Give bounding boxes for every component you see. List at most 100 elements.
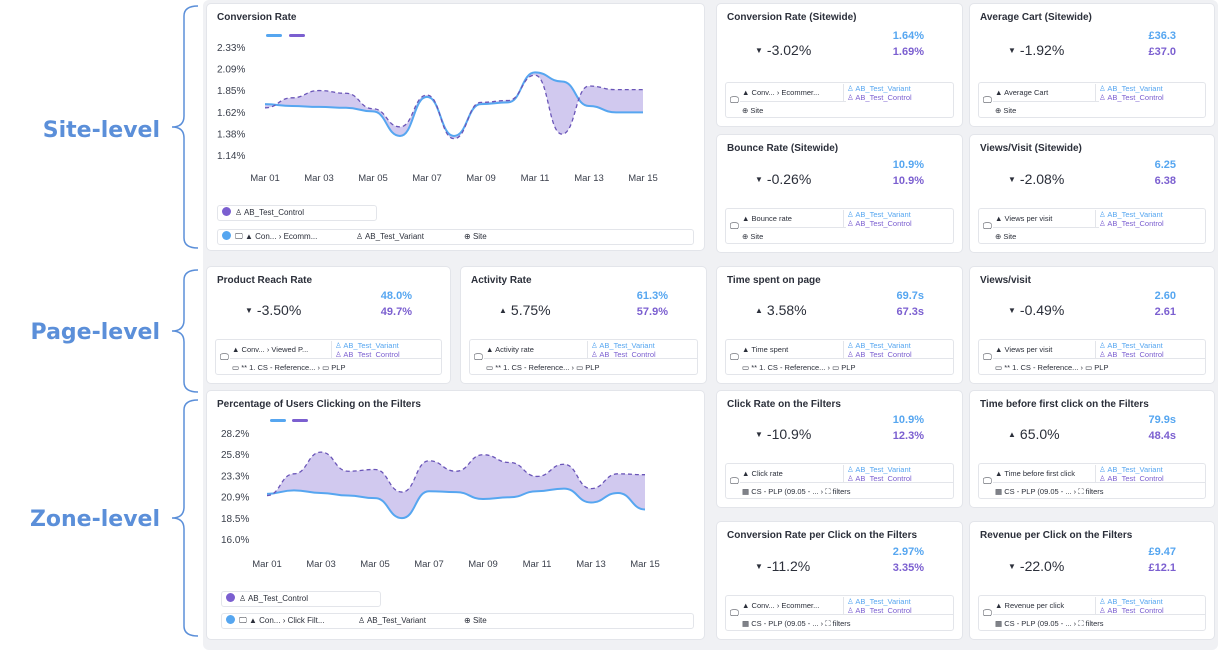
kpi-context[interactable]: 🖵 ▲ Time spent ♙ AB_Test_Variant ♙ AB_Tes…: [725, 339, 954, 375]
kpi-control-value: 57.9%: [636, 306, 668, 318]
y-tick-label: 1.85%: [217, 86, 245, 97]
kpi-context[interactable]: 🖵 ▲ Bounce rate ♙ AB_Test_Variant ♙ AB_Te…: [725, 208, 954, 244]
control-series-line: [264, 74, 643, 140]
trend-arrow-icon: ▼: [1008, 306, 1016, 315]
kpi-context[interactable]: 🖵 ▲ Views per visit ♙ AB_Test_Variant ♙ A…: [978, 208, 1206, 244]
x-tick-label: Mar 09: [468, 559, 498, 570]
context-filter-pill[interactable]: 🖵 ▲ Con... › Click Filt... ♙ AB_Test_Var…: [221, 613, 694, 629]
kpi-delta-value: -10.9%: [766, 426, 812, 442]
kpi-context[interactable]: 🖵 ▲ Revenue per click ♙ AB_Test_Variant ♙…: [978, 595, 1206, 631]
kpi-metric: Conv...: [751, 88, 775, 97]
user-icon: ♙: [847, 465, 854, 474]
dashboard: Conversion Rate 2.33% 2.09% 1.85% 1.62% 1.38…: [203, 0, 1218, 650]
control-filter-pill[interactable]: ♙ AB_Test_Control: [217, 205, 377, 221]
user-icon: ♙: [847, 606, 854, 615]
legend-variant-swatch[interactable]: [270, 419, 286, 422]
kpi-control-value: 6.38: [1154, 175, 1176, 187]
control-label: AB_Test_Control: [855, 606, 912, 615]
legend-control-swatch[interactable]: [292, 419, 308, 422]
ctx-metric: Con...: [255, 232, 277, 241]
ctx-variant-label: AB_Test_Variant: [364, 232, 424, 241]
kpi-delta: ▼ -3.02%: [755, 42, 811, 58]
kpi-context[interactable]: 🖵 ▲ Views per visit ♙ AB_Test_Variant ♙ A…: [978, 339, 1206, 375]
divider: [740, 358, 953, 359]
kpi-page: ** 1. CS - Reference...: [495, 363, 570, 372]
user-icon: ♙: [847, 474, 854, 483]
trend-arrow-icon: ▼: [755, 175, 763, 184]
kpi-card: Click Rate on the Filters ▼ -10.9% 10.9% …: [716, 390, 963, 508]
kpi-metric: Conv...: [241, 345, 265, 354]
monitor-icon: 🖵: [730, 221, 739, 231]
kpi-title: Conversion Rate (Sitewide): [727, 12, 857, 23]
kpi-delta-value: -0.26%: [766, 171, 812, 187]
kpi-goal: Ecommer...: [781, 601, 820, 610]
kpi-delta: ▼ -22.0%: [1008, 558, 1064, 574]
folder-icon: ▭: [232, 363, 240, 372]
kpi-variant-value: 10.9%: [892, 414, 924, 426]
kpi-variant-value: 6.25: [1154, 159, 1176, 171]
ctx-goal: Ecomm...: [283, 232, 318, 241]
kpi-context[interactable]: 🖵 ▲ Conv... › Viewed P... ♙ AB_Test_Vari…: [215, 339, 442, 375]
kpi-delta: ▼ -0.49%: [1008, 302, 1064, 318]
kpi-delta-value: -3.02%: [766, 42, 812, 58]
kpi-delta-value: -0.49%: [1019, 302, 1065, 318]
kpi-scope: ⊕ Site: [995, 232, 1016, 241]
kpi-page: CS - PLP (09.05 - ...: [751, 487, 819, 496]
metric-icon: ▲: [742, 469, 750, 478]
kpi-scope: ⊕ Site: [742, 232, 763, 241]
context-filter-pill[interactable]: 🖵 ▲ Con... › Ecomm... ♙ AB_Test_Variant …: [217, 229, 694, 245]
kpi-context[interactable]: 🖵 ▲ Click rate ♙ AB_Test_Variant ♙ AB_Tes…: [725, 463, 954, 499]
kpi-delta-value: -2.08%: [1019, 171, 1065, 187]
variant-label: AB_Test_Variant: [1107, 341, 1163, 350]
monitor-icon: 🖵: [474, 352, 483, 362]
page-level-bracket: [171, 269, 199, 393]
control-dot: [226, 593, 235, 602]
user-icon: ♙: [847, 219, 854, 228]
kpi-metric-path: ▲ Time spent: [742, 345, 788, 354]
kpi-context[interactable]: 🖵 ▲ Conv... › Ecommer... ♙ AB_Test_Varia…: [725, 82, 954, 118]
kpi-card: Activity Rate ▲ 5.75% 61.3% 57.9% 🖵 ▲ Act…: [460, 266, 707, 384]
kpi-variant-value: 2.97%: [892, 546, 924, 558]
metric-icon: ▲: [995, 601, 1003, 610]
kpi-metric: Views per visit: [1004, 345, 1053, 354]
trend-arrow-icon: ▼: [1008, 562, 1016, 571]
kpi-card: Time before first click on the Filters ▲…: [969, 390, 1215, 508]
user-icon: ♙: [1099, 606, 1106, 615]
user-icon: ♙: [847, 341, 854, 350]
chevron-right-icon: ›: [317, 363, 320, 372]
kpi-context[interactable]: 🖵 ▲ Conv... › Ecommer... ♙ AB_Test_Varia…: [725, 595, 954, 631]
kpi-variant-value: 69.7s: [896, 290, 924, 302]
kpi-context[interactable]: 🖵 ▲ Activity rate ♙ AB_Test_Variant ♙ AB_…: [469, 339, 698, 375]
kpi-metric: Conv...: [751, 601, 775, 610]
kpi-zone: filters: [1085, 487, 1104, 496]
kpi-variant-value: 79.9s: [1148, 414, 1176, 426]
divider: [484, 358, 697, 359]
kpi-title: Time spent on page: [727, 275, 821, 286]
ctx-variant: ♙ AB_Test_Variant: [358, 614, 426, 628]
control-filter-pill[interactable]: ♙ AB_Test_Control: [221, 591, 381, 607]
x-tick-label: Mar 01: [252, 559, 282, 570]
divider: [993, 358, 1205, 359]
kpi-scope-label: Site: [750, 106, 764, 115]
user-icon: ♙: [847, 84, 854, 93]
x-tick-label: Mar 03: [304, 173, 334, 184]
conversion-rate-chart-card: Conversion Rate 2.33% 2.09% 1.85% 1.62% 1.38…: [206, 3, 705, 251]
kpi-control-value: 10.9%: [892, 175, 924, 187]
divider: [993, 101, 1099, 102]
kpi-metric-path: ▲ Conv... › Viewed P...: [232, 345, 308, 354]
kpi-ab-legend: ♙ AB_Test_Variant ♙ AB_Test_Control: [843, 210, 912, 228]
divider: [740, 482, 953, 483]
kpi-context[interactable]: 🖵 ▲ Average Cart ♙ AB_Test_Variant ♙ AB_T…: [978, 82, 1206, 118]
kpi-context[interactable]: 🖵 ▲ Time before first click ♙ AB_Test_Va…: [978, 463, 1206, 499]
expand-icon: ⛶: [825, 619, 831, 628]
legend-control-swatch[interactable]: [289, 34, 305, 37]
kpi-scope: ▭ ** 1. CS - Reference... › ▭ PLP: [486, 363, 599, 372]
kpi-card: Views/visit ▼ -0.49% 2.60 2.61 🖵 ▲ Views …: [969, 266, 1215, 384]
legend-variant-swatch[interactable]: [266, 34, 282, 37]
globe-icon: ⊕: [742, 106, 749, 115]
ctx-scope: ⊕ Site: [464, 614, 487, 628]
metric-icon: ▲: [248, 616, 257, 625]
ctx-goal: Click Filt...: [287, 616, 325, 625]
kpi-scope: ▭ ** 1. CS - Reference... › ▭ PLP: [232, 363, 345, 372]
page-level-label: Page-level: [30, 320, 160, 345]
